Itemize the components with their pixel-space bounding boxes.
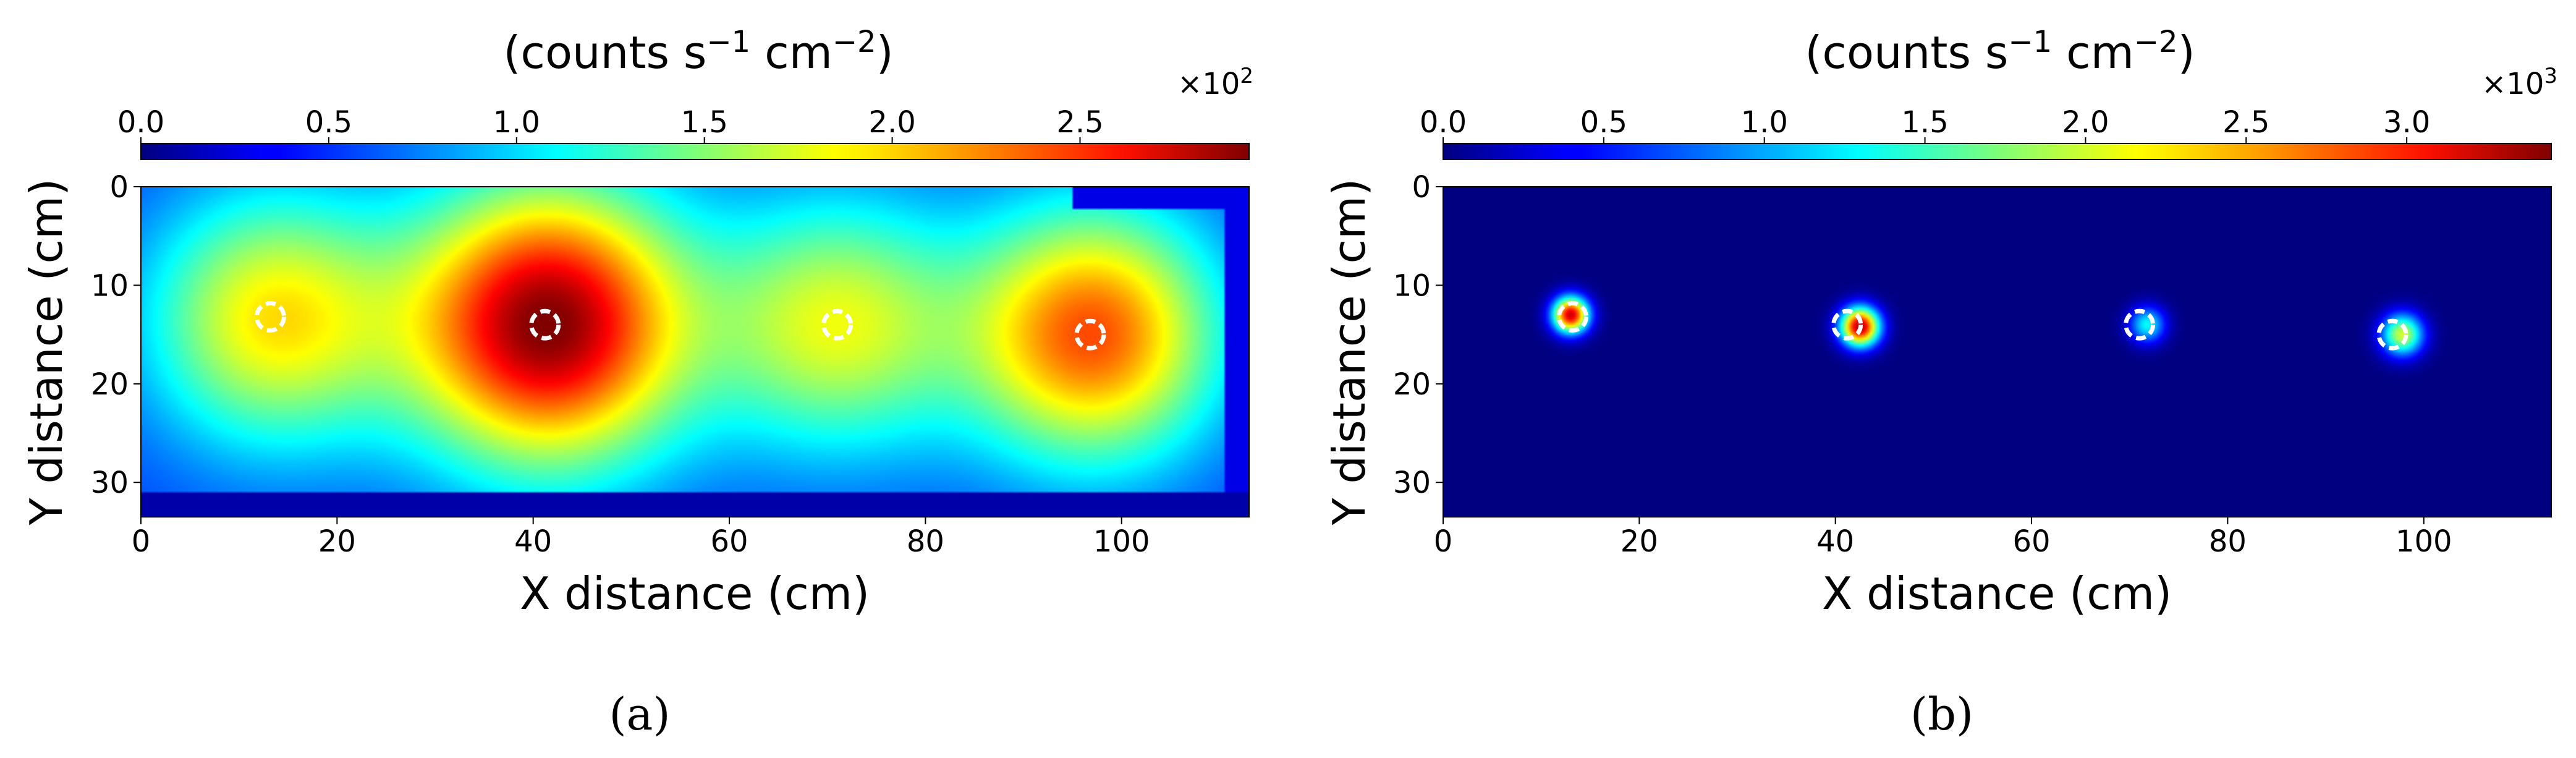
x-tick-label: 40 (1816, 524, 1854, 559)
colorbar-a-label-part1: (counts s (503, 27, 706, 79)
plot-a-frame (140, 186, 1250, 517)
x-tick-label: 0 (132, 524, 151, 559)
colorbar-tick-label: 0.5 (305, 105, 352, 140)
colorbar-tick-label: 2.0 (868, 105, 915, 140)
colorbar-tick-label: 0.0 (1420, 105, 1467, 140)
x-tick-label: 20 (1621, 524, 1658, 559)
colorbar-tick-label: 3.0 (2383, 105, 2430, 140)
colorbar-b (1443, 143, 2552, 160)
colorbar-a-label-part2: cm (750, 27, 833, 79)
y-tick-label: 20 (91, 367, 129, 402)
panel-label-a: (a) (609, 688, 670, 740)
source-marker-2 (529, 309, 561, 341)
panel-label-b: (b) (1910, 688, 1973, 740)
colorbar-a-ticks: 0.0 0.5 1.0 1.5 2.0 2.5 (117, 105, 1104, 143)
colorbar-b-label-part1: (counts s (1805, 27, 2008, 79)
colorbar-a-label-exp1: −1 (706, 25, 750, 59)
y-tick-label: 10 (91, 268, 129, 303)
colorbar-b-label-part2: cm (2052, 27, 2134, 79)
y-tick-label: 10 (1393, 268, 1431, 303)
colorbar-tick-label: 2.5 (2222, 105, 2269, 140)
colorbar-b-label-part3: ) (2178, 27, 2195, 79)
x-tick-label: 80 (907, 524, 944, 559)
y-tick-label: 20 (1393, 367, 1431, 402)
colorbar-tick-label: 0.5 (1580, 105, 1627, 140)
colorbar-b-label: (counts s−1 cm−2) (1805, 25, 2195, 79)
y-tick-label: 0 (1412, 170, 1431, 205)
colorbar-a-multiplier: ×102 (1177, 64, 1253, 101)
x-tick-label: 40 (514, 524, 552, 559)
plot-b-frame (1443, 186, 2552, 517)
colorbar-a-label: (counts s−1 cm−2) (503, 25, 893, 79)
colorbar-a-label-exp2: −2 (833, 25, 876, 59)
colorbar-tick-label: 1.5 (681, 105, 728, 140)
colorbar-b-label-exp2: −2 (2134, 25, 2178, 59)
source-marker-2 (1831, 309, 1863, 341)
colorbar-tick-label: 2.0 (2062, 105, 2109, 140)
source-marker-3 (821, 309, 854, 341)
heatmap-a (141, 187, 1249, 517)
x-tick-label: 80 (2209, 524, 2247, 559)
heatmap-b (1443, 187, 2551, 517)
source-marker-4 (1074, 318, 1106, 351)
panel-b: (counts s−1 cm−2) ×103 0.0 0.5 1.0 1.5 2.0 2.… (1323, 25, 2557, 740)
colorbar-b-multiplier: ×103 (2481, 64, 2557, 101)
axes-b: 0 20 40 60 80 100 0 10 20 30 (1393, 170, 2452, 559)
colorbar-a-label-part3: ) (876, 27, 894, 79)
y-axis-label-b: Y distance (cm) (1323, 179, 1375, 526)
colorbar-tick-label: 2.5 (1056, 105, 1103, 140)
colorbar-b-ticks: 0.0 0.5 1.0 1.5 2.0 2.5 3.0 (1420, 105, 2430, 143)
colorbar-tick-label: 0.0 (117, 105, 164, 140)
markers-b (1556, 300, 2409, 351)
x-axis-label-b: X distance (cm) (1822, 568, 2172, 620)
x-tick-label: 0 (1434, 524, 1453, 559)
source-marker-3 (2124, 309, 2156, 341)
colorbar-tick-label: 1.0 (1741, 105, 1788, 140)
colorbar-a (140, 143, 1250, 160)
x-tick-label: 100 (2396, 524, 2452, 559)
y-axis-label-a: Y distance (cm) (20, 179, 72, 526)
x-tick-label: 60 (710, 524, 748, 559)
source-marker-4 (2376, 318, 2409, 351)
x-tick-label: 60 (2012, 524, 2050, 559)
colorbar-b-multiplier-exp: 3 (2544, 64, 2557, 88)
colorbar-b-multiplier-base: ×10 (2481, 67, 2544, 101)
y-tick-label: 0 (109, 170, 129, 205)
colorbar-tick-label: 1.0 (493, 105, 540, 140)
source-marker-1 (254, 300, 286, 333)
colorbar-b-label-exp1: −1 (2008, 25, 2052, 59)
x-tick-label: 20 (318, 524, 356, 559)
colorbar-a-multiplier-exp: 2 (1240, 64, 1253, 88)
markers-a (254, 300, 1106, 351)
colorbar-a-multiplier-base: ×10 (1177, 67, 1240, 101)
y-tick-label: 30 (91, 466, 129, 500)
panel-a: (counts s−1 cm−2) ×102 0.0 0.5 1.0 1.5 2.0 2.… (20, 25, 1253, 740)
x-axis-label-a: X distance (cm) (520, 568, 870, 620)
x-tick-label: 100 (1093, 524, 1150, 559)
y-tick-label: 30 (1393, 466, 1431, 500)
colorbar-tick-label: 1.5 (1901, 105, 1948, 140)
axes-a: 0 20 40 60 80 100 0 10 20 30 (91, 170, 1150, 559)
source-marker-1 (1556, 300, 1588, 333)
